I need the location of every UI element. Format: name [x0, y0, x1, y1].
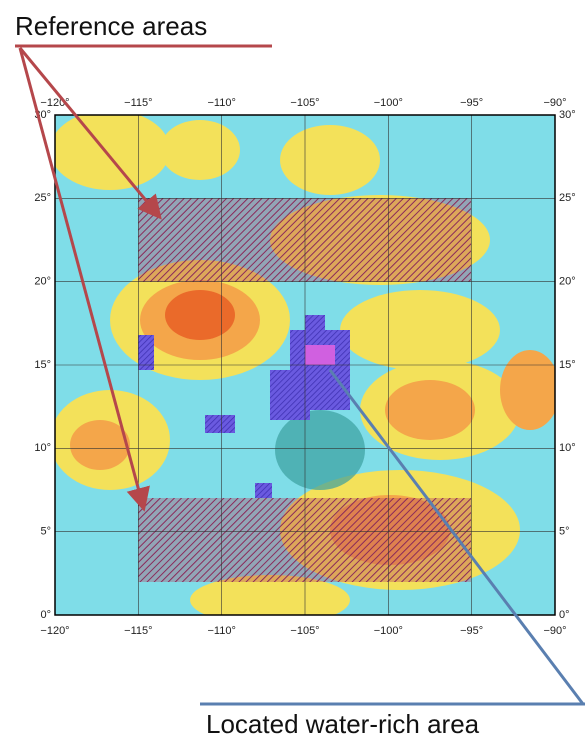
lon-label: −115°: [124, 625, 152, 637]
lon-label: −110°: [207, 97, 235, 109]
lat-label: 0°: [40, 609, 51, 621]
reference-label: Reference areas: [15, 11, 207, 41]
lon-label: −90°: [543, 625, 566, 637]
water-label: Located water-rich area: [206, 709, 480, 739]
lon-label: −110°: [207, 625, 235, 637]
lon-label: −120°: [40, 625, 69, 637]
lat-label: 10°: [559, 442, 576, 454]
lat-label: 25°: [34, 192, 51, 204]
figure: −120°−120°−115°−115°−110°−110°−105°−105°…: [0, 0, 587, 742]
lon-label: −90°: [543, 97, 566, 109]
lat-label: 5°: [559, 526, 570, 538]
lon-label: −95°: [460, 97, 483, 109]
lat-label: 10°: [34, 442, 51, 454]
lat-label: 25°: [559, 192, 576, 204]
lat-label: 15°: [34, 359, 51, 371]
lon-label: −105°: [290, 625, 319, 637]
lon-label: −100°: [374, 625, 403, 637]
lat-label: 5°: [40, 526, 51, 538]
lon-label: −115°: [124, 97, 152, 109]
lon-label: −95°: [460, 625, 483, 637]
lat-label: 15°: [559, 359, 576, 371]
lat-label: 30°: [559, 109, 576, 121]
lat-label: 20°: [34, 276, 51, 288]
lon-label: −100°: [374, 97, 403, 109]
lat-label: 20°: [559, 276, 576, 288]
lon-label: −105°: [290, 97, 319, 109]
lat-label: 0°: [559, 609, 570, 621]
